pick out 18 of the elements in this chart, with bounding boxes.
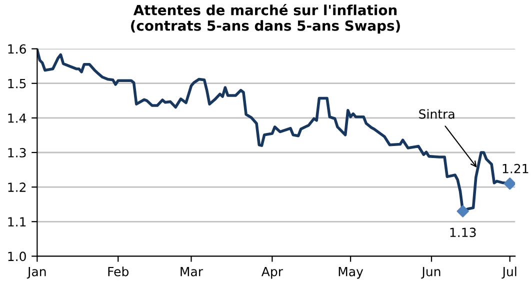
x-tick-label: Jan <box>26 267 46 279</box>
y-tick-label: 1.5 <box>8 79 26 88</box>
chart-title: Attentes de marché sur l'inflation (contrats 5-ans dans 5-ans Swaps) <box>131 4 400 34</box>
annotation: Sintra <box>419 109 454 119</box>
annotation: 1.13 <box>450 228 476 238</box>
annotation: 1.21 <box>502 164 528 174</box>
x-tick-label: Jul <box>502 266 516 279</box>
y-tick-label: 1.2 <box>8 182 26 192</box>
x-tick-label: Mar <box>180 267 204 276</box>
y-tick-label: 1.1 <box>8 217 26 226</box>
x-tick-label: Apr <box>261 267 284 279</box>
y-tick-label: 1.4 <box>8 114 26 123</box>
x-tick-label: Jun <box>421 267 440 279</box>
y-tick-label: 1.3 <box>8 148 26 158</box>
y-tick-label: 1.0 <box>8 252 26 262</box>
x-tick-label: May <box>338 267 364 279</box>
y-tick-label: 1.6 <box>8 44 26 54</box>
x-tick-label: Feb <box>108 266 129 276</box>
